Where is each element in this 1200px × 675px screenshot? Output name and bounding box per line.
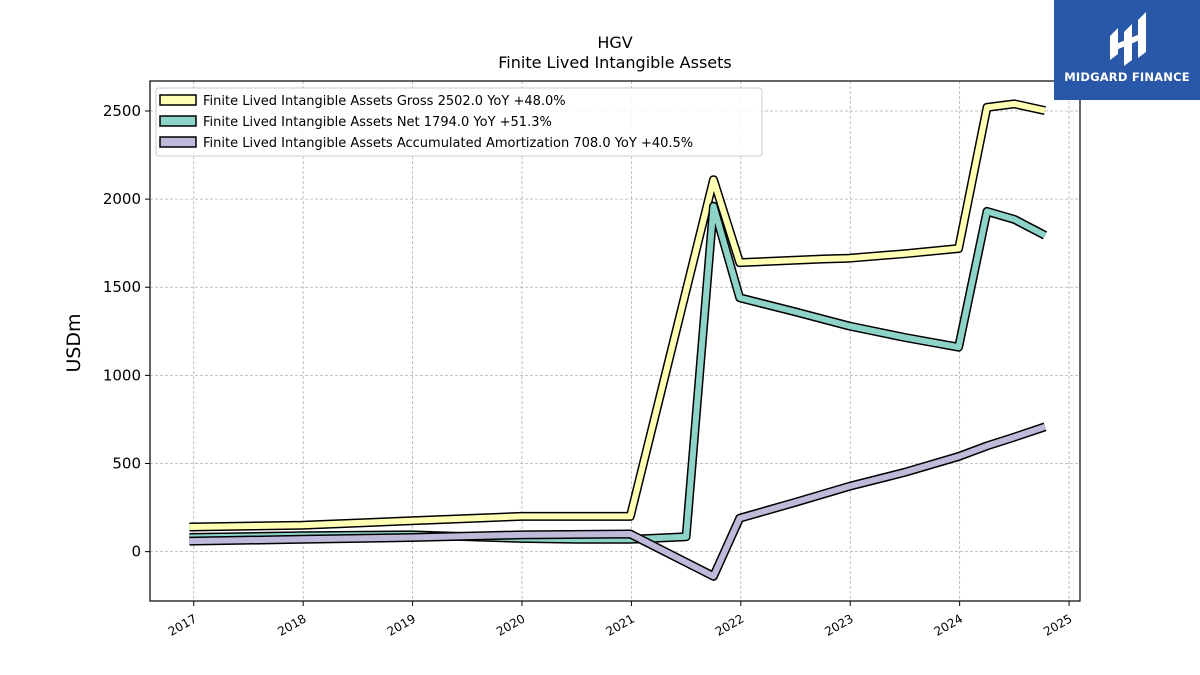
y-tick-label: 0 bbox=[131, 543, 141, 561]
legend-label: Finite Lived Intangible Assets Net 1794.… bbox=[203, 115, 552, 130]
chart-title: HGV bbox=[597, 33, 632, 52]
x-tick-label: 2020 bbox=[494, 611, 527, 638]
plot-frame bbox=[149, 80, 1081, 602]
y-axis: 0 500 1000 1500 2000 2500 bbox=[103, 102, 150, 561]
legend: Finite Lived Intangible Assets Gross 250… bbox=[155, 87, 763, 157]
x-axis: 2017 2018 2019 2020 2021 2022 2023 2024 2025 bbox=[166, 601, 1075, 639]
y-tick-label: 2000 bbox=[103, 190, 141, 208]
midgard-logo-icon bbox=[1110, 12, 1146, 66]
x-tick-label: 2023 bbox=[822, 611, 855, 638]
legend-box bbox=[155, 87, 763, 157]
y-tick-label: 500 bbox=[112, 455, 141, 473]
y-tick-label: 1000 bbox=[103, 366, 141, 384]
legend-swatch bbox=[159, 136, 197, 148]
x-tick-label: 2022 bbox=[713, 611, 746, 638]
logo-text: MIDGARD FINANCE bbox=[1064, 70, 1190, 84]
legend-label: Finite Lived Intangible Assets Accumulat… bbox=[203, 136, 693, 151]
legend-swatch bbox=[159, 94, 197, 106]
midgard-finance-logo: MIDGARD FINANCE bbox=[1054, 0, 1200, 100]
x-tick-label: 2017 bbox=[166, 611, 199, 638]
y-tick-label: 2500 bbox=[103, 102, 141, 120]
y-axis-label: USDm bbox=[63, 313, 85, 372]
legend-label: Finite Lived Intangible Assets Gross 250… bbox=[203, 94, 566, 109]
series-0-line bbox=[189, 100, 1046, 530]
series-lines bbox=[189, 99, 1048, 581]
x-tick-label: 2019 bbox=[385, 611, 418, 638]
x-tick-label: 2018 bbox=[275, 611, 308, 638]
x-tick-label: 2025 bbox=[1041, 611, 1074, 638]
series-2-outline bbox=[189, 422, 1047, 581]
chart-subtitle: Finite Lived Intangible Assets bbox=[498, 53, 731, 72]
x-tick-label: 2024 bbox=[932, 611, 965, 638]
legend-swatch bbox=[159, 115, 197, 127]
y-tick-label: 1500 bbox=[103, 278, 141, 296]
series-2-line bbox=[189, 423, 1046, 580]
x-tick-label: 2021 bbox=[603, 611, 636, 638]
